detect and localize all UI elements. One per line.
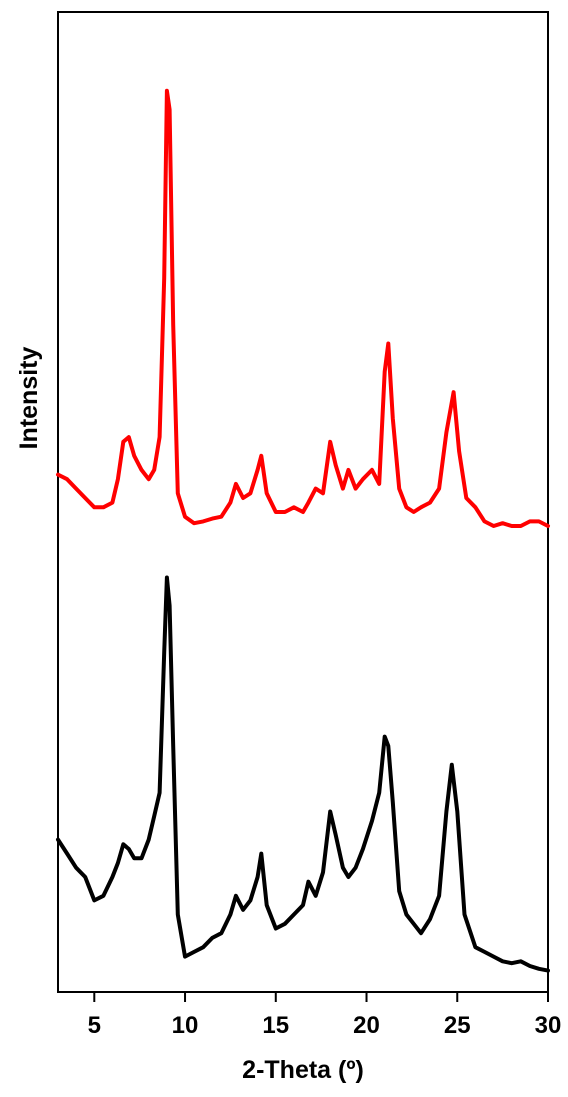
- y-axis-title: Intensity: [15, 347, 43, 450]
- x-tick-label-5: 5: [88, 1012, 101, 1039]
- x-tick-label-10: 10: [172, 1012, 199, 1039]
- series-layer: [56, 88, 550, 973]
- plot-frame: [57, 11, 549, 993]
- x-axis-ticks: 5 10 15 20 25 30: [88, 992, 562, 1039]
- x-tick-label-15: 15: [262, 1012, 289, 1039]
- x-axis-title: 2-Theta (º): [242, 1056, 364, 1084]
- x-tick-label-30: 30: [535, 1012, 562, 1039]
- series-line-1: [56, 575, 550, 973]
- x-tick-label-20: 20: [353, 1012, 380, 1039]
- series-line-0: [56, 88, 550, 528]
- x-tick-label-25: 25: [444, 1012, 471, 1039]
